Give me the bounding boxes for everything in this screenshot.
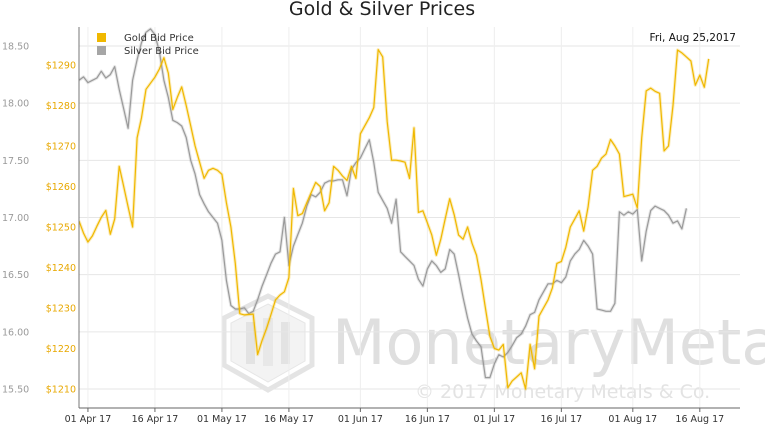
gold-tick-label: $1290 — [46, 61, 76, 72]
legend-silver-label[interactable]: Silver Bid Price — [124, 46, 199, 57]
gold-tick-label: $1210 — [46, 385, 76, 396]
x-tick-label: 16 Aug 17 — [675, 414, 724, 425]
watermark-copyright: © 2017 Monetary Metals & Co. — [415, 381, 710, 403]
silver-tick-label: 15.50 — [2, 385, 29, 396]
legend: Gold Bid Price Silver Bid Price — [97, 33, 199, 57]
gold-tick-label: $1220 — [46, 344, 76, 355]
x-tick-label: 01 Jun 17 — [338, 414, 383, 425]
grid — [79, 27, 740, 408]
watermark-logo-icon — [221, 293, 315, 393]
silver-tick-label: 16.00 — [2, 327, 29, 338]
x-tick-label: 16 May 17 — [264, 414, 314, 425]
legend-gold-label[interactable]: Gold Bid Price — [124, 33, 194, 44]
silver-axis-ticks: 18.50 18.00 17.50 17.00 16.50 16.00 15.50 — [2, 42, 29, 396]
gold-tick-label: $1260 — [46, 182, 76, 193]
silver-series — [79, 27, 688, 380]
x-tick-label: 01 May 17 — [197, 414, 247, 425]
legend-silver-swatch[interactable] — [97, 46, 106, 55]
chart-title: Gold & Silver Prices — [289, 0, 475, 20]
date-label: Fri, Aug 25,2017 — [650, 32, 736, 44]
gold-tick-label: $1240 — [46, 263, 76, 274]
gold-tick-label: $1230 — [46, 304, 76, 315]
silver-tick-label: 18.50 — [2, 42, 29, 53]
gold-tick-label: $1270 — [46, 142, 76, 153]
gold-tick-label: $1280 — [46, 101, 76, 112]
gold-line — [79, 49, 710, 390]
gold-axis-ticks: $1290 $1280 $1270 $1260 $1250 $1240 $1230 $1220… — [46, 61, 76, 396]
gold-series — [79, 48, 711, 391]
legend-gold-swatch[interactable] — [97, 33, 106, 42]
silver-tick-label: 17.00 — [2, 213, 29, 224]
silver-tick-label: 18.00 — [2, 99, 29, 110]
x-tick-label: 01 Jul 17 — [474, 414, 516, 425]
x-tick-label: 16 Jun 17 — [405, 414, 450, 425]
silver-line — [79, 28, 687, 379]
silver-tick-label: 17.50 — [2, 156, 29, 167]
series-layer — [79, 27, 711, 391]
x-tick-label: 16 Jul 17 — [541, 414, 583, 425]
x-tick-label: 01 Aug 17 — [608, 414, 657, 425]
gold-tick-label: $1250 — [46, 223, 76, 234]
x-tick-label: 16 Apr 17 — [132, 414, 179, 425]
silver-tick-label: 16.50 — [2, 270, 29, 281]
x-axis-ticks: 01 Apr 17 16 Apr 17 01 May 17 16 May 17 01 J… — [65, 408, 724, 425]
x-tick-label: 01 Apr 17 — [65, 414, 112, 425]
